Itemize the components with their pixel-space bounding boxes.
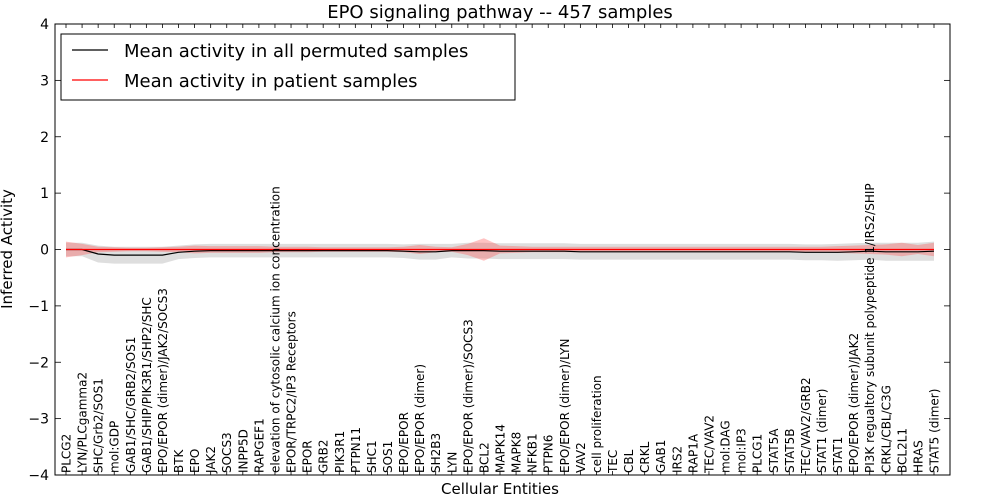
xtick-label: BTK [172, 448, 186, 473]
ytick-label: 0 [40, 243, 49, 259]
xtick-label: PTPN6 [542, 435, 556, 473]
xtick-label: PI3K regualtory subunit polypeptide 1/IR… [863, 183, 877, 473]
xtick-label: STAT5A [767, 428, 781, 473]
xtick-label: PLCG1 [751, 434, 765, 473]
xtick-label: PTPN11 [349, 427, 363, 473]
xtick-label: TEC [606, 450, 620, 474]
ytick-label: −4 [28, 468, 49, 484]
x-ticks: PLCG2 LYN/PLCgamma2 SHC/Grb2/SOS1 mol:GDP GA… [60, 24, 942, 475]
legend-label-permuted: Mean activity in all permuted samples [124, 41, 468, 62]
xtick-label: BCL2L1 [895, 428, 909, 473]
legend-label-patient: Mean activity in patient samples [124, 71, 418, 92]
xtick-label: EPO [188, 449, 202, 473]
xtick-label: STAT1 (dimer) [815, 389, 829, 473]
ytick-label: 2 [40, 130, 49, 146]
xtick-label: STAT1 [831, 437, 845, 473]
xtick-label: SHC1 [365, 440, 379, 473]
xtick-label: HRAS [911, 440, 925, 473]
xtick-label: BCL2 [477, 442, 491, 473]
y-axis-label: Inferred Activity [0, 189, 16, 309]
xtick-label: mol:GDP [108, 421, 122, 473]
xtick-label: SOS1 [381, 441, 395, 473]
xtick-label: IRS2 [670, 446, 684, 473]
legend: Mean activity in all permuted samples Me… [60, 33, 516, 101]
xtick-label: EPO/EPOR (dimer) [413, 364, 427, 473]
xtick-label: MAPK8 [510, 432, 524, 473]
xtick-label: cell proliferation [590, 375, 604, 473]
xtick-label: TEC/VAV2 [703, 415, 717, 474]
xtick-label: RAP1A [686, 433, 700, 473]
xtick-label: elevation of cytosolic calcium ion conce… [269, 186, 283, 473]
xtick-label: GAB1/SHIP/PIK3R1/SHP2/SHC [140, 297, 154, 473]
xtick-label: CRKL [638, 441, 652, 473]
xtick-label: EPOR/TRPC2/IP3 Receptors [285, 311, 299, 473]
plot-frame [54, 23, 951, 476]
xtick-label: GAB1/SHC/GRB2/SOS1 [124, 337, 138, 473]
xtick-label: PLCG2 [60, 434, 74, 473]
xtick-label: LYN [445, 452, 459, 473]
xtick-label: EPO/EPOR [397, 412, 411, 473]
xtick-label: SH2B3 [429, 433, 443, 473]
ytick-label: 3 [40, 73, 49, 89]
xtick-label: SOCS3 [220, 432, 234, 473]
x-axis-label: Cellular Entities [441, 480, 559, 498]
xtick-label: GRB2 [317, 439, 331, 473]
band-0 [66, 241, 934, 264]
xtick-label: PIK3R1 [333, 431, 347, 473]
xtick-label: GAB1 [654, 440, 668, 473]
xtick-label: mol:DAG [719, 420, 733, 473]
xtick-label: EPOR [301, 440, 315, 473]
xtick-label: EPO/EPOR (dimer)/SOCS3 [461, 319, 475, 473]
chart-title: EPO signaling pathway -- 457 samples [327, 2, 673, 23]
y-ticks: −4 −3 −2 −1 0 1 2 3 4 [28, 17, 950, 484]
xtick-label: CBL [622, 449, 636, 473]
xtick-label: VAV2 [574, 442, 588, 473]
xtick-label: TEC/VAV2/GRB2 [799, 377, 813, 474]
ytick-label: −3 [28, 412, 49, 428]
ytick-label: 1 [40, 186, 49, 202]
xtick-label: MAPK14 [494, 424, 508, 473]
ytick-label: −1 [28, 299, 49, 315]
xtick-label: SHC/Grb2/SOS1 [92, 378, 106, 473]
xtick-label: RAPGEF1 [252, 418, 266, 473]
xtick-label: CRKL/CBL/C3G [879, 385, 893, 473]
ytick-label: 4 [40, 17, 49, 33]
legend-box [60, 33, 516, 101]
series-line-0 [66, 248, 935, 256]
xtick-label: STAT5B [783, 429, 797, 474]
xtick-label: LYN/PLCgamma2 [76, 372, 90, 473]
xtick-label: EPO/EPOR (dimer)/JAK2/SOCS3 [156, 288, 170, 473]
xtick-label: JAK2 [204, 446, 218, 474]
xtick-label: EPO/EPOR (dimer)/JAK2 [847, 333, 861, 473]
xtick-label: EPO/EPOR (dimer)/LYN [558, 339, 572, 473]
xtick-label: STAT5 (dimer) [928, 389, 942, 473]
xtick-label: NFKB1 [526, 433, 540, 473]
ytick-label: −2 [28, 355, 49, 371]
series-lines [66, 248, 935, 256]
xtick-label: mol:IP3 [735, 428, 749, 473]
xtick-label: INPP5D [236, 429, 250, 473]
